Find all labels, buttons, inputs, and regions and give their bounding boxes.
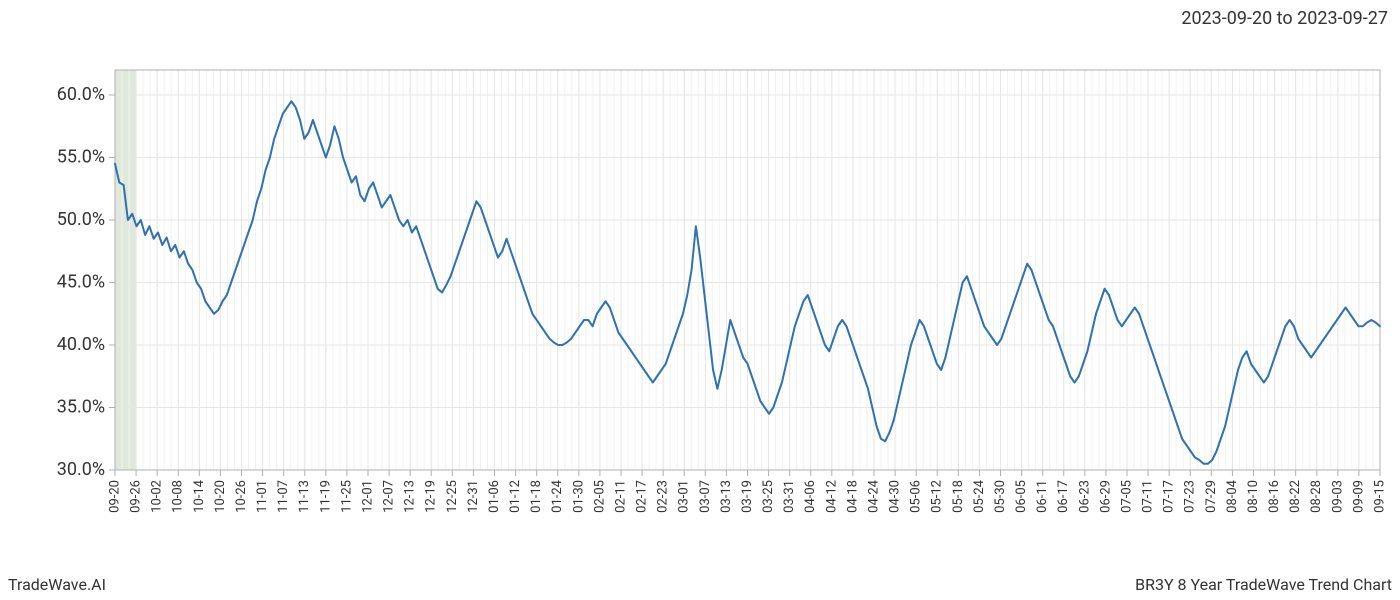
x-tick-label: 08-16 <box>1267 480 1282 513</box>
x-tick-label: 07-29 <box>1204 480 1219 513</box>
x-tick-label: 11-07 <box>276 480 291 513</box>
x-tick-label: 10-02 <box>150 480 165 513</box>
y-tick-label: 50.0% <box>57 209 105 230</box>
x-tick-label: 10-26 <box>234 480 249 513</box>
x-tick-label: 05-24 <box>972 479 987 513</box>
x-tick-label: 01-06 <box>487 480 502 513</box>
x-tick-label: 09-03 <box>1330 480 1345 513</box>
x-tick-label: 05-30 <box>993 480 1008 513</box>
x-tick-label: 12-13 <box>403 480 418 513</box>
x-tick-label: 04-06 <box>803 480 818 513</box>
x-tick-label: 06-23 <box>1077 480 1092 513</box>
x-tick-label: 02-17 <box>635 480 650 513</box>
x-tick-label: 02-23 <box>656 480 671 513</box>
x-tick-label: 10-20 <box>213 480 228 513</box>
footer-title: BR3Y 8 Year TradeWave Trend Chart <box>1135 575 1392 594</box>
x-tick-label: 01-12 <box>508 480 523 513</box>
x-tick-label: 01-18 <box>529 480 544 513</box>
x-tick-label: 06-11 <box>1035 480 1050 513</box>
x-tick-label: 09-15 <box>1372 480 1387 513</box>
x-tick-label: 07-17 <box>1162 480 1177 513</box>
x-tick-label: 05-06 <box>909 480 924 513</box>
x-tick-label: 02-11 <box>613 480 628 513</box>
x-tick-label: 05-12 <box>930 480 945 513</box>
y-tick-label: 40.0% <box>57 334 105 355</box>
chart-area: 30.0% 35.0% 40.0% 45.0% 50.0% 55.0% 60.0% 09-20… <box>0 50 1400 550</box>
x-tick-label: 10-08 <box>171 480 186 513</box>
x-tick-label: 01-30 <box>571 480 586 513</box>
x-tick-label: 12-25 <box>445 480 460 513</box>
x-tick-label: 05-18 <box>951 480 966 513</box>
x-tick-label: 01-24 <box>550 479 565 513</box>
x-tick-label: 07-23 <box>1183 480 1198 513</box>
x-tick-label: 07-05 <box>1119 480 1134 513</box>
x-tick-label: 08-10 <box>1246 480 1261 513</box>
footer-brand: TradeWave.AI <box>8 575 106 594</box>
x-tick-label: 10-14 <box>192 479 207 513</box>
x-tick-label: 12-31 <box>466 480 481 513</box>
y-tick-label: 30.0% <box>57 459 105 480</box>
x-tick-label: 04-18 <box>845 480 860 513</box>
x-tick-label: 02-05 <box>592 480 607 513</box>
x-tick-label: 04-12 <box>824 480 839 513</box>
x-tick-label: 11-19 <box>318 480 333 513</box>
x-tick-label: 12-01 <box>360 480 375 513</box>
highlight-band <box>115 70 136 470</box>
x-tick-label: 06-17 <box>1056 480 1071 513</box>
y-tick-label: 55.0% <box>57 146 105 167</box>
date-range-label: 2023-09-20 to 2023-09-27 <box>1181 8 1388 29</box>
line-chart-svg: 30.0% 35.0% 40.0% 45.0% 50.0% 55.0% 60.0% 09-20… <box>0 50 1400 550</box>
x-tick-label: 03-01 <box>677 480 692 513</box>
y-tick-label: 35.0% <box>57 396 105 417</box>
x-tick-label: 08-28 <box>1309 480 1324 513</box>
chart-container: 2023-09-20 to 2023-09-27 30.0% 35.0% 40.0%… <box>0 0 1400 600</box>
x-tick-label: 11-25 <box>339 480 354 513</box>
y-tick-label: 60.0% <box>57 84 105 105</box>
x-tick-label: 08-22 <box>1288 480 1303 513</box>
y-tick-label: 45.0% <box>57 271 105 292</box>
x-tick-label: 12-19 <box>424 480 439 513</box>
x-tick-label: 11-13 <box>297 480 312 513</box>
x-tick-label: 11-01 <box>255 480 270 513</box>
x-tick-label: 12-07 <box>382 480 397 513</box>
x-tick-label: 04-30 <box>888 480 903 513</box>
x-tick-label: 03-19 <box>740 480 755 513</box>
x-tick-label: 03-13 <box>719 480 734 513</box>
x-tick-label: 09-09 <box>1351 480 1366 513</box>
x-tick-label: 04-24 <box>866 479 881 513</box>
x-tick-label: 03-25 <box>761 480 776 513</box>
x-tick-label: 06-05 <box>1014 480 1029 513</box>
x-tick-label: 06-29 <box>1098 480 1113 513</box>
x-tick-label: 09-20 <box>107 480 122 513</box>
x-tick-label: 07-11 <box>1141 480 1156 513</box>
x-tick-label: 08-04 <box>1225 479 1240 513</box>
x-tick-label: 03-07 <box>698 480 713 513</box>
x-tick-label: 09-26 <box>129 480 144 513</box>
x-tick-label: 03-31 <box>782 480 797 513</box>
